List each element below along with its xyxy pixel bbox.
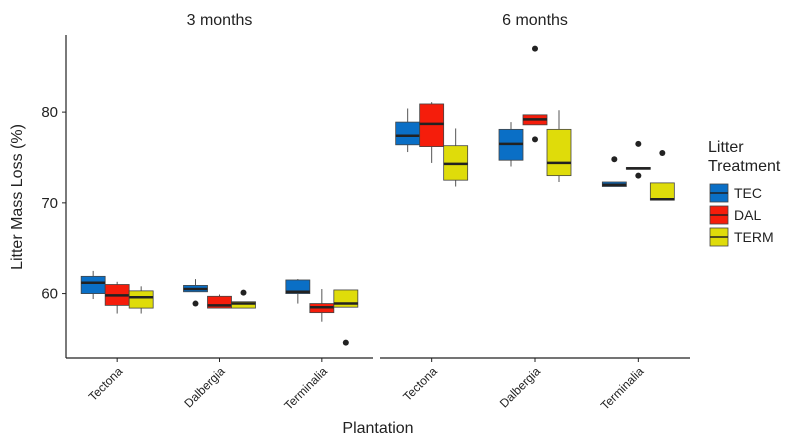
box [419,103,445,147]
box [231,301,256,309]
x-tick-label: Tectona [86,364,126,404]
outlier [611,156,618,163]
legend-label: DAL [734,207,761,223]
legend-title: Litter Treatment [708,139,781,175]
box [546,128,572,177]
x-tick-label: Dalbergia [181,364,227,410]
y-tick-label: 60 [41,286,58,303]
y-tick-label: 70 [41,195,58,212]
outlier [532,136,538,143]
legend-label: TEC [734,185,762,201]
x-tick-label: Tectona [400,364,440,404]
box [649,182,675,201]
facet-title: 3 months [187,12,253,29]
x-tick-label: Terminalia [598,364,647,413]
box [128,290,154,309]
box [395,121,421,146]
outlier [659,149,666,156]
y-axis-label: Litter Mass Loss (%) [9,124,26,270]
outlier [240,289,247,296]
outlier [192,300,199,307]
x-tick-label: Terminalia [281,364,330,413]
legend-label: TERM [734,229,774,245]
box [285,279,311,294]
y-tick-label: 80 [41,104,58,121]
outlier [635,172,642,179]
facet-title: 6 months [502,12,568,29]
x-tick-label: Dalbergia [497,364,543,410]
outlier [532,45,538,52]
outlier [342,339,349,346]
x-axis-label: Plantation [342,420,413,437]
outlier [635,140,642,147]
box [80,275,106,294]
